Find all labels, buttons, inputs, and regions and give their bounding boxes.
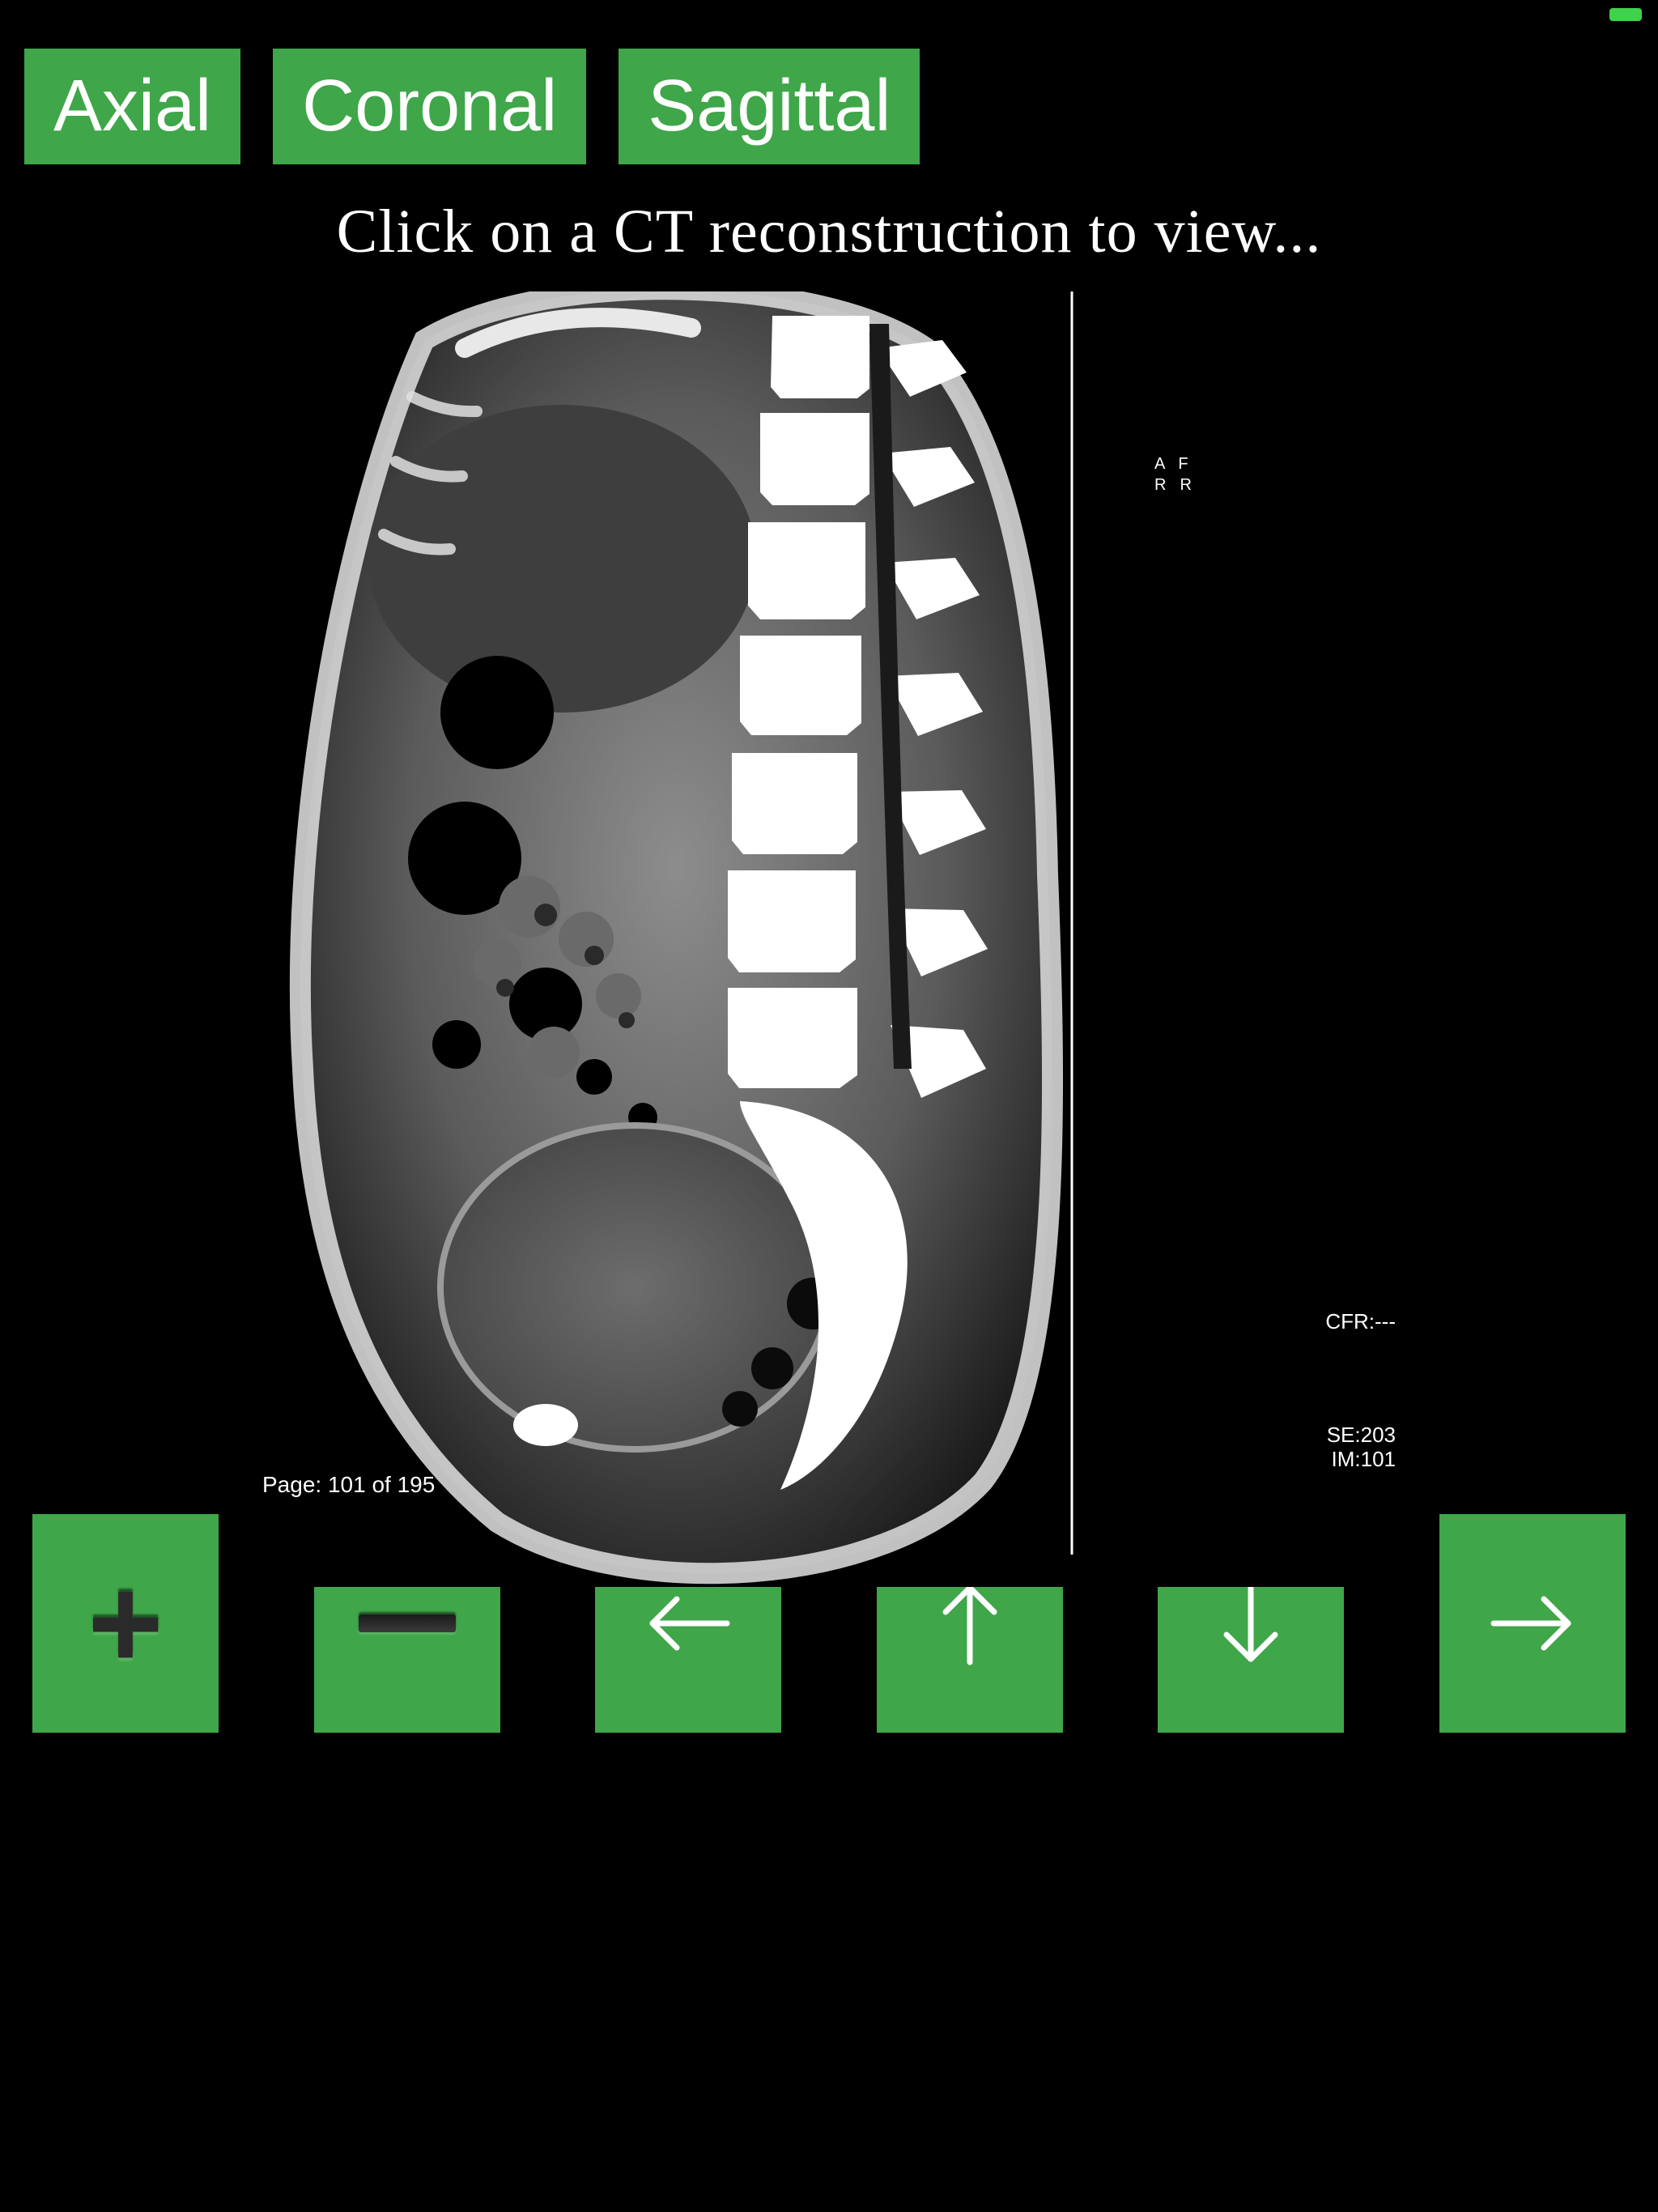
pan-right-button[interactable]	[1439, 1514, 1626, 1733]
arrow-up-icon	[921, 1575, 1018, 1672]
ct-scan-image[interactable]	[254, 291, 1404, 1587]
overlay-image-number: IM:101	[1332, 1446, 1397, 1474]
minus-icon	[359, 1614, 456, 1632]
tab-coronal[interactable]: Coronal	[273, 49, 586, 164]
arrow-right-icon	[1484, 1575, 1581, 1672]
plus-icon: +	[87, 1559, 163, 1688]
tab-sagittal[interactable]: Sagittal	[619, 49, 920, 164]
overlay-series: SE:203	[1327, 1422, 1396, 1449]
overlay-orientation-marker: A F R R	[1154, 453, 1193, 496]
scan-container: A F R R CFR:--- SE:203 IM:101 Page: 101 …	[254, 291, 1404, 1587]
instruction-text: Click on a CT reconstruction to view...	[0, 197, 1658, 267]
overlay-cfr: CFR:---	[1325, 1308, 1396, 1336]
status-indicator	[1609, 8, 1642, 21]
view-tabs: Axial Coronal Sagittal	[0, 0, 1658, 164]
arrow-left-icon	[640, 1575, 737, 1672]
zoom-in-button[interactable]: +	[32, 1514, 219, 1733]
page-indicator: Page: 101 of 195	[262, 1472, 435, 1498]
tab-axial[interactable]: Axial	[24, 49, 240, 164]
arrow-down-icon	[1202, 1575, 1299, 1672]
